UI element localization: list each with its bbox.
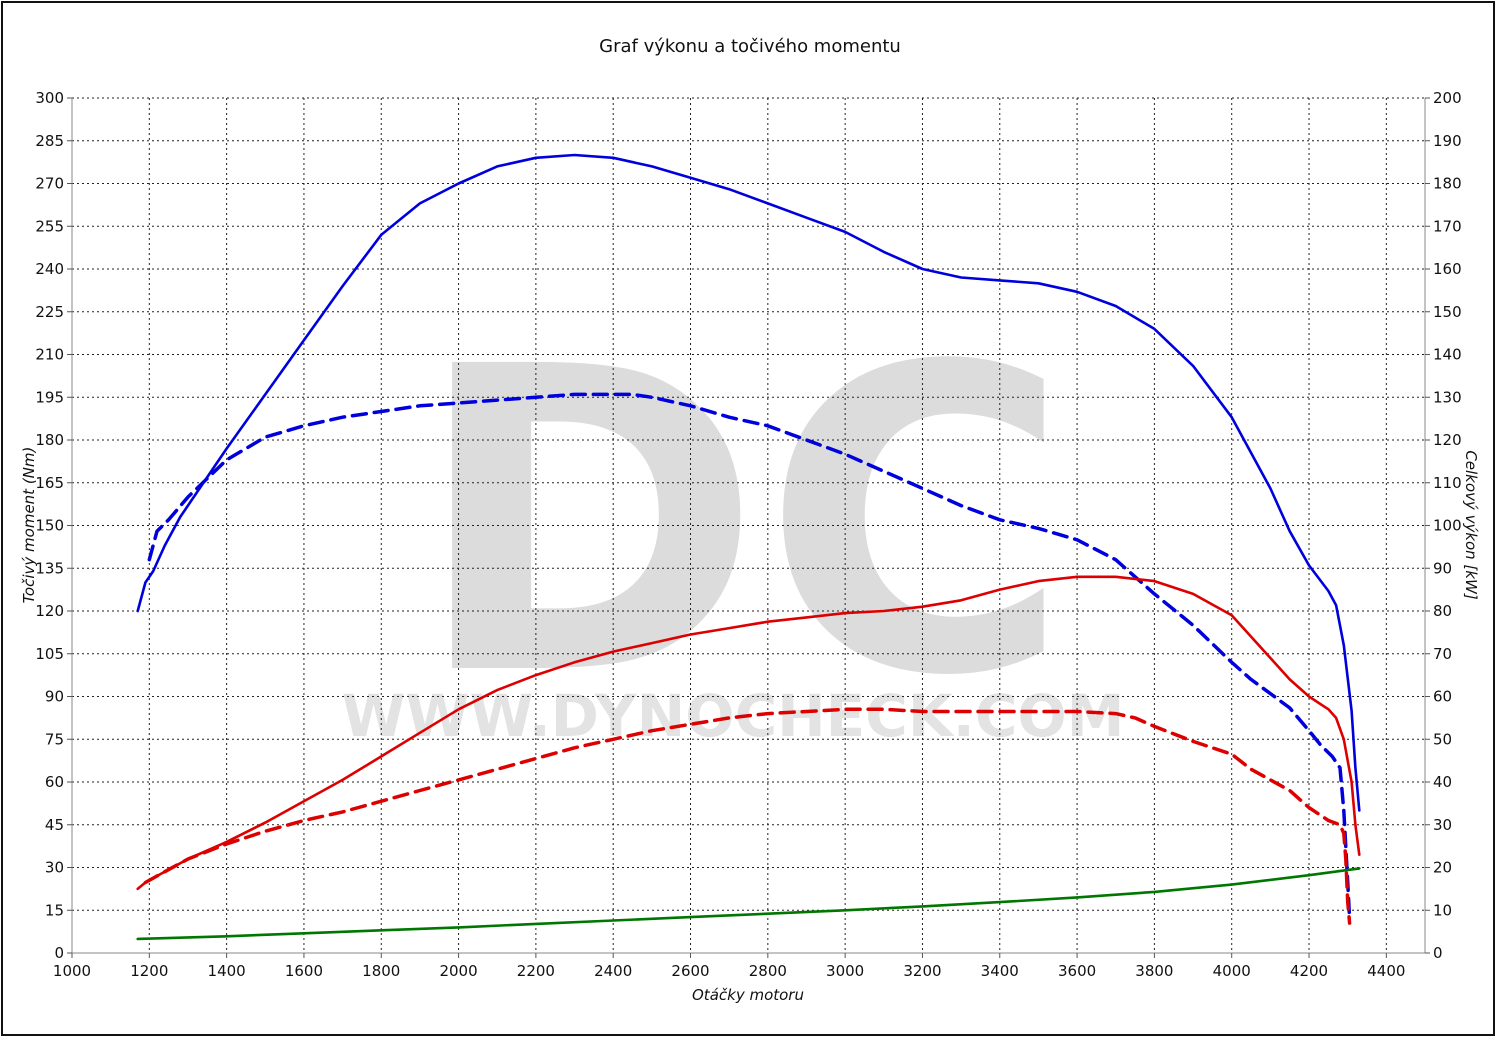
watermark-url: WWW.DYNOCHECK.COM (342, 682, 1125, 750)
y-left-tick-label: 75 (45, 730, 64, 748)
x-tick-label: 4200 (1290, 962, 1328, 980)
x-tick-labels: 1000 1200 1400 1600 1800 2000 2200 2400 2600 2800… (53, 962, 1406, 980)
x-tick-label: 1400 (208, 962, 246, 980)
y-left-tick-label: 300 (35, 89, 64, 107)
x-tick-label: 3400 (981, 962, 1019, 980)
y-right-tick-label: 150 (1433, 303, 1462, 321)
torque-tuned-line (136, 153, 1361, 812)
y-left-axis-title: Točivý moment (Nm) (20, 447, 38, 604)
y-left-tick-label: 60 (45, 773, 64, 791)
y-right-tick-label: 100 (1433, 517, 1462, 535)
y-right-tick-label: 170 (1433, 217, 1462, 235)
x-tick-label: 4400 (1367, 962, 1405, 980)
x-tick-label: 1200 (130, 962, 168, 980)
grid (72, 98, 1425, 953)
x-tick-label: 3200 (903, 962, 941, 980)
y-right-tick-label: 160 (1433, 260, 1462, 278)
y-left-tick-label: 210 (35, 346, 64, 364)
y-right-tick-label: 60 (1433, 688, 1452, 706)
y-left-tick-label: 255 (35, 217, 64, 235)
y-right-tick-label: 10 (1433, 901, 1452, 919)
x-tick-label: 3000 (826, 962, 864, 980)
series-layer (136, 153, 1361, 941)
torque-stock-line (147, 392, 1352, 921)
y-right-tick-label: 70 (1433, 645, 1452, 663)
y-left-tick-label: 120 (35, 602, 64, 620)
y-left-tick-label: 90 (45, 688, 64, 706)
x-tick-label: 1600 (285, 962, 323, 980)
x-tick-label: 2000 (439, 962, 477, 980)
y-left-tick-label: 270 (35, 175, 64, 193)
watermark: DC WWW.DYNOCHECK.COM (342, 279, 1125, 768)
x-tick-label: 2800 (749, 962, 787, 980)
y-right-tick-label: 110 (1433, 474, 1462, 492)
y-right-tick-label: 40 (1433, 773, 1452, 791)
x-tick-label: 1000 (53, 962, 91, 980)
x-tick-label: 3600 (1058, 962, 1096, 980)
x-tick-label: 4000 (1213, 962, 1251, 980)
y-right-tick-label: 30 (1433, 816, 1452, 834)
y-left-tick-label: 195 (35, 388, 64, 406)
x-tick-label: 2600 (671, 962, 709, 980)
y-left-tick-label: 285 (35, 132, 64, 150)
y-right-tick-label: 180 (1433, 175, 1462, 193)
y-left-tick-label: 150 (35, 517, 64, 535)
y-right-tick-label: 20 (1433, 859, 1452, 877)
y-right-tick-label: 120 (1433, 431, 1462, 449)
y-left-tick-label: 135 (35, 559, 64, 577)
y-right-axis-title: Celkový výkon [kW] (1462, 450, 1480, 600)
y-left-tick-label: 30 (45, 859, 64, 877)
y-right-tick-label: 90 (1433, 559, 1452, 577)
power-stock-line (143, 707, 1352, 925)
x-axis-title: Otáčky motoru (692, 986, 804, 1004)
y-right-tick-label: 0 (1433, 944, 1443, 962)
y-right-tick-label: 50 (1433, 730, 1452, 748)
x-tick-label: 2200 (517, 962, 555, 980)
losses-line (136, 867, 1361, 941)
x-tick-label: 3800 (1135, 962, 1173, 980)
y-left-tick-labels: 0 15 30 45 60 75 90 105 120 135 150 165 180 195 210 225… (35, 89, 64, 962)
x-tick-label: 2400 (594, 962, 632, 980)
y-right-tick-label: 130 (1433, 388, 1462, 406)
axes (67, 97, 1430, 958)
y-right-tick-label: 190 (1433, 132, 1462, 150)
y-left-tick-label: 0 (54, 944, 64, 962)
y-right-tick-label: 80 (1433, 602, 1452, 620)
y-left-tick-label: 15 (45, 901, 64, 919)
y-left-tick-label: 105 (35, 645, 64, 663)
y-right-tick-label: 140 (1433, 346, 1462, 364)
y-left-tick-label: 45 (45, 816, 64, 834)
y-left-tick-label: 225 (35, 303, 64, 321)
watermark-logo: DC (414, 279, 1071, 768)
chart-title: Graf výkonu a točivého momentu (599, 36, 901, 57)
power-tuned-line (136, 575, 1361, 891)
x-tick-label: 1800 (362, 962, 400, 980)
y-left-tick-label: 165 (35, 474, 64, 492)
y-right-tick-labels: 0 10 20 30 40 50 60 70 80 90 100 110 120 130 140 150 160… (1433, 89, 1462, 962)
y-right-tick-label: 200 (1433, 89, 1462, 107)
y-left-tick-label: 240 (35, 260, 64, 278)
y-left-tick-label: 180 (35, 431, 64, 449)
